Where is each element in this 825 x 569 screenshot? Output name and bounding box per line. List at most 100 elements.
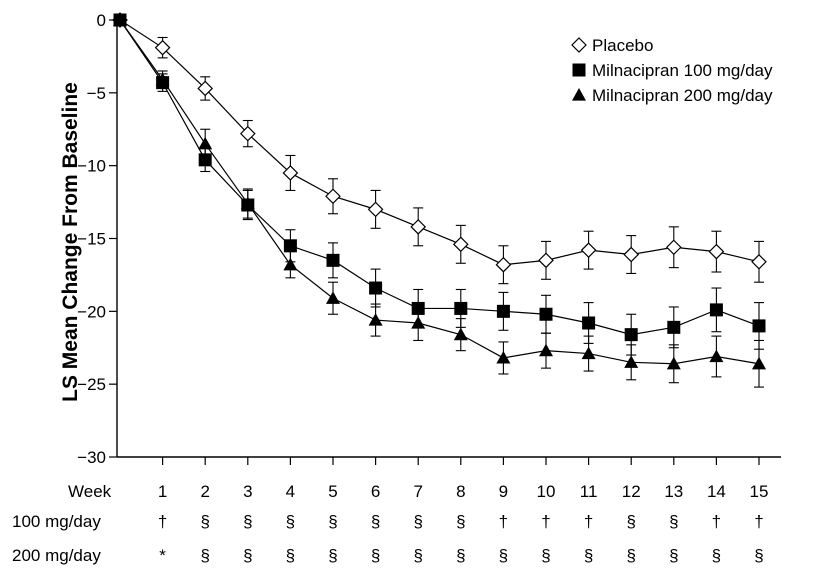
y-tick-label: −30 [77, 448, 106, 467]
significance-mark: § [712, 546, 721, 565]
series-group [112, 12, 767, 388]
significance-mark: § [413, 512, 422, 531]
data-point [667, 320, 681, 334]
legend-label: Milnacipran 200 mg/day [592, 86, 773, 105]
data-point [581, 346, 596, 360]
significance-mark: † [499, 512, 508, 531]
significance-mark: § [243, 546, 252, 565]
data-point [582, 316, 596, 330]
significance-mark: § [371, 512, 380, 531]
data-point [198, 153, 212, 167]
legend: Placebo Milnacipran 100 mg/day Milnacipran… [571, 36, 773, 105]
x-axis-label: Week [68, 482, 112, 501]
data-point [198, 136, 213, 150]
x-tick-label: 9 [499, 482, 508, 501]
significance-mark: § [456, 546, 465, 565]
significance-mark: † [584, 512, 593, 531]
y-tick-label: −10 [77, 157, 106, 176]
data-point [496, 350, 511, 364]
axes [116, 14, 781, 458]
x-tick-label: 5 [328, 482, 337, 501]
y-tick-label: −25 [77, 375, 106, 394]
data-point [496, 304, 510, 318]
significance-mark: § [541, 546, 550, 565]
legend-label: Milnacipran 100 mg/day [592, 61, 773, 80]
legend-marker [572, 88, 586, 101]
significance-mark: § [626, 512, 635, 531]
data-point [283, 257, 298, 271]
data-point [154, 39, 171, 56]
data-point [665, 239, 682, 256]
data-point [369, 281, 383, 295]
significance-mark: § [456, 512, 465, 531]
x-tick-label: 10 [537, 482, 556, 501]
data-point [368, 313, 383, 326]
legend-marker [572, 63, 586, 77]
data-point [666, 356, 681, 370]
series-line [119, 19, 760, 336]
significance-row-label: 100 mg/day [12, 512, 101, 531]
legend-item: Placebo [571, 36, 653, 55]
data-point [709, 349, 724, 363]
data-point [624, 328, 638, 342]
significance-mark: § [243, 512, 252, 531]
significance-mark: § [328, 546, 337, 565]
significance-mark: § [499, 546, 508, 565]
significance-mark: § [584, 546, 593, 565]
significance-mark: † [754, 512, 763, 531]
significance-mark: § [328, 512, 337, 531]
significance-rows: 100 mg/day † § § § § § § § † † † § § † † 200 mg/day * § § § §… [12, 512, 764, 565]
significance-mark: § [626, 546, 635, 565]
x-tick-label: 1 [158, 482, 167, 501]
data-point [367, 201, 384, 218]
data-point [454, 301, 468, 315]
data-point [240, 196, 255, 210]
significance-mark: † [712, 512, 721, 531]
data-point [580, 242, 597, 259]
data-point [282, 165, 299, 181]
x-tick-label: 3 [243, 482, 252, 501]
legend-marker [571, 37, 587, 53]
legend-item: Milnacipran 100 mg/day [572, 61, 773, 80]
data-point [495, 256, 512, 273]
x-tick-label: 11 [580, 482, 598, 501]
data-point [326, 291, 340, 304]
data-point [326, 253, 340, 267]
legend-item: Milnacipran 200 mg/day [572, 86, 773, 105]
y-tick-label: −5 [87, 84, 106, 103]
data-point [452, 236, 469, 253]
significance-row-label: 200 mg/day [12, 546, 101, 565]
significance-mark: § [286, 546, 295, 565]
significance-mark: § [413, 546, 422, 565]
x-tick-label: 7 [413, 482, 422, 501]
data-point [325, 188, 341, 205]
x-tick-label: 14 [707, 482, 726, 501]
x-tick-label: 13 [664, 482, 683, 501]
x-tick-label: 15 [750, 482, 769, 501]
y-tick-label: −15 [77, 230, 106, 249]
significance-mark: § [754, 546, 763, 565]
data-point [410, 218, 427, 235]
data-point [538, 252, 554, 269]
significance-mark: § [669, 512, 678, 531]
data-point [197, 80, 214, 97]
data-point [539, 307, 553, 321]
x-ticks: 1 2 3 4 5 6 7 8 9 10 11 12 13 14 15 [158, 457, 769, 501]
data-point [453, 327, 468, 341]
significance-mark: † [158, 512, 167, 531]
data-point [239, 125, 256, 142]
data-point [751, 253, 767, 270]
series-1 [112, 12, 767, 285]
significance-mark: § [669, 546, 678, 565]
data-point [283, 239, 297, 253]
x-tick-label: 6 [371, 482, 380, 501]
significance-mark: § [371, 546, 380, 565]
data-point [624, 355, 639, 368]
x-tick-label: 8 [456, 482, 465, 501]
data-point [623, 246, 640, 263]
y-ticks: 0 −5 −10 −15 −20 −25 −30 [77, 11, 117, 467]
series-3 [113, 13, 766, 388]
data-point [709, 303, 723, 317]
series-line [119, 19, 760, 365]
x-tick-label: 4 [286, 482, 295, 501]
